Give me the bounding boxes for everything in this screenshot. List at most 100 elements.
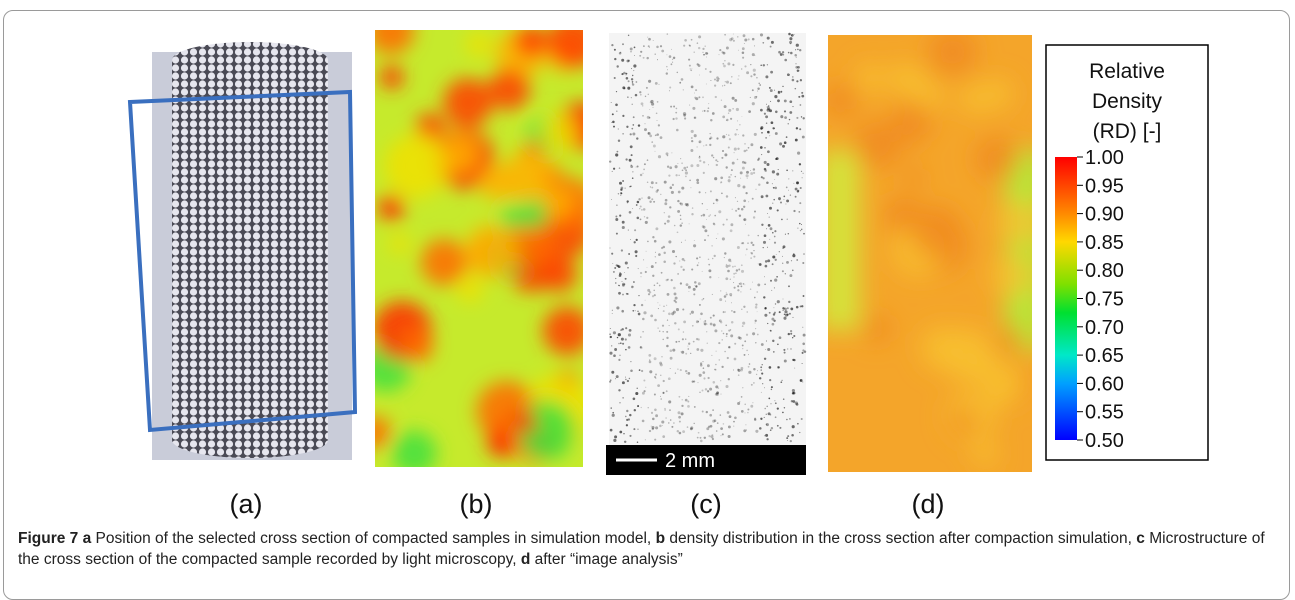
pore [724,252,727,255]
pore [667,278,669,281]
density-blob [375,416,392,449]
pore [742,348,744,350]
pore [760,195,764,199]
pore [702,225,706,229]
pore [674,372,677,374]
pore [741,241,745,245]
pore [802,333,806,337]
pore [747,242,749,244]
caption-key: d [520,551,531,568]
pore [619,430,623,434]
pore [654,134,657,137]
pore [772,186,775,189]
pore [712,314,715,317]
pore [653,284,656,287]
pore [722,85,724,87]
pore [765,115,769,119]
pore [787,233,790,235]
pore [620,188,623,191]
pore [730,295,732,297]
pore [707,164,710,166]
pore [801,91,804,94]
pore [737,49,739,51]
density-blob [400,329,434,363]
pore [633,408,637,412]
pore [788,285,790,288]
pore [708,103,710,105]
pore [767,322,769,325]
figure: 2 mm Relative Density (RD) [-] 1.00 0.95 0.9… [127,30,1209,519]
pore [785,186,788,189]
pore [673,262,676,265]
pore [675,340,678,343]
density-blob [890,103,932,145]
pore [801,351,804,354]
pore [803,350,807,353]
pore [652,144,656,148]
pore [665,278,668,282]
pore [765,137,767,139]
pore [725,166,728,169]
pore [784,233,786,235]
pore [789,37,793,41]
pore [790,33,794,37]
pore [799,431,801,434]
pore [705,192,707,194]
pore [693,244,697,248]
pore [772,351,775,353]
pore [799,128,802,131]
pore [753,367,756,371]
pore [670,190,674,194]
pore [616,204,618,206]
pore [658,330,661,332]
pore [752,216,756,219]
pore [682,430,686,434]
pore [688,342,691,345]
pore [709,136,713,140]
pore [718,54,720,56]
pore [693,380,696,383]
pore [783,199,785,201]
pore [650,411,654,414]
pore [751,102,755,106]
pore [786,260,789,264]
pore [789,40,793,44]
pore [666,33,669,35]
pore [753,296,756,299]
pore [743,205,746,208]
pore [801,94,805,98]
pore [773,319,776,322]
pore [646,216,649,219]
pore [618,52,622,55]
pore [700,439,703,443]
pore [715,159,718,162]
pore [712,202,715,205]
pore [662,379,665,383]
density-blob [991,254,1032,296]
pore [652,40,654,41]
pore [679,260,681,262]
pore [743,305,746,308]
pore [800,116,803,118]
pore [626,409,629,413]
pore [764,348,766,350]
pore [633,70,635,72]
pore [709,322,713,326]
pore [642,317,645,321]
density-blob [997,325,1024,353]
pore [792,76,794,78]
pore [631,285,634,289]
pore [754,306,758,309]
pore [728,329,731,332]
pore [793,334,796,338]
pore [674,296,678,300]
pore [690,310,694,314]
pore [657,302,659,304]
pore [663,260,666,264]
pore [763,112,767,115]
pore [685,352,688,355]
pore [797,65,800,69]
pore [783,316,787,320]
pore [796,116,799,119]
pore [780,115,784,119]
